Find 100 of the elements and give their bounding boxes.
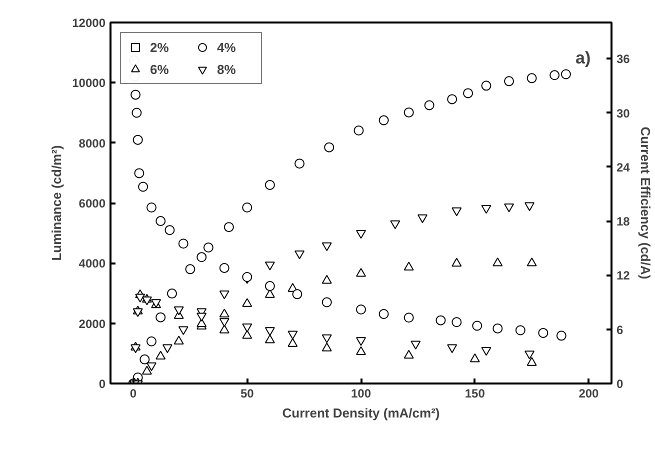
- point: [492, 257, 503, 266]
- point: [166, 288, 177, 299]
- y2-tick-label: 12: [616, 268, 630, 283]
- point: [556, 330, 566, 341]
- legend-label: 2%: [150, 40, 170, 54]
- point: [134, 168, 144, 178]
- point: [417, 214, 428, 224]
- point: [196, 312, 207, 322]
- point: [526, 73, 537, 84]
- legend-label: 4%: [217, 40, 237, 54]
- point: [264, 289, 275, 298]
- point: [524, 202, 535, 212]
- point: [526, 357, 537, 366]
- point: [264, 334, 275, 344]
- y-tick-label: 2000: [78, 316, 106, 331]
- point: [452, 207, 462, 216]
- point: [526, 257, 537, 266]
- point: [219, 262, 230, 273]
- y2-tick-label: 24: [616, 160, 630, 174]
- point: [224, 222, 234, 232]
- point: [264, 180, 275, 190]
- point: [463, 88, 474, 98]
- point: [404, 262, 414, 270]
- point: [132, 108, 142, 118]
- point: [560, 69, 571, 80]
- point: [404, 312, 414, 323]
- point: [447, 344, 458, 354]
- point: [550, 70, 560, 80]
- y2-tick-label: 0: [616, 377, 624, 391]
- point: [242, 272, 252, 282]
- point: [156, 312, 166, 322]
- y-tick-label: 6000: [78, 196, 106, 210]
- point: [219, 324, 230, 334]
- point: [219, 318, 230, 327]
- point: [378, 115, 389, 126]
- point: [356, 268, 366, 277]
- point: [356, 337, 366, 346]
- point: [132, 308, 143, 317]
- x-tick-label: 50: [240, 386, 254, 400]
- y-tick-label: 8000: [78, 136, 106, 150]
- y-tick-label: 4000: [78, 256, 106, 271]
- point: [404, 350, 414, 359]
- point: [196, 252, 207, 262]
- y-axis-title: Luminance (cd/m²): [49, 145, 64, 261]
- point: [452, 258, 462, 267]
- point: [288, 338, 298, 347]
- point: [196, 318, 207, 328]
- point: [242, 202, 252, 213]
- point: [410, 340, 421, 350]
- point: [324, 142, 334, 152]
- point: [481, 347, 492, 356]
- point: [174, 306, 184, 316]
- y-tick-label: 12000: [72, 16, 106, 30]
- point: [135, 294, 146, 303]
- point: [203, 242, 214, 253]
- point: [354, 126, 364, 136]
- point: [130, 90, 141, 100]
- point: [492, 323, 503, 334]
- point: [242, 298, 252, 307]
- point: [288, 330, 298, 340]
- x-tick-label: 150: [464, 386, 486, 400]
- point: [146, 202, 156, 213]
- point: [264, 281, 275, 292]
- point: [242, 330, 252, 339]
- point: [130, 344, 141, 354]
- point: [174, 336, 184, 344]
- point: [264, 327, 275, 336]
- point: [447, 94, 458, 104]
- point: [452, 317, 462, 328]
- point: [322, 297, 332, 308]
- point: [322, 274, 332, 284]
- point: [322, 342, 332, 352]
- point: [138, 182, 148, 192]
- point: [242, 324, 252, 332]
- point: [356, 346, 366, 356]
- y2-axis-title: Current Efficiency (cd/A): [638, 126, 653, 280]
- point: [292, 289, 302, 300]
- x-tick-label: 200: [578, 386, 600, 400]
- y2-tick-label: 18: [616, 214, 630, 229]
- point: [404, 107, 414, 118]
- point: [142, 296, 152, 306]
- x-tick-label: 100: [350, 386, 372, 400]
- point: [356, 304, 366, 314]
- point: [470, 353, 480, 362]
- point: [481, 80, 492, 91]
- point: [219, 308, 230, 318]
- point: [322, 334, 332, 344]
- x-tick-label: 0: [130, 386, 137, 400]
- legend-label: 6%: [150, 62, 170, 76]
- point: [178, 238, 188, 249]
- y2-tick-label: 30: [616, 106, 630, 120]
- y2-tick-label: 36: [616, 52, 630, 66]
- point: [156, 216, 166, 226]
- point: [436, 315, 446, 326]
- point: [524, 350, 535, 360]
- legend-label: 8%: [217, 62, 237, 76]
- point: [294, 158, 305, 169]
- point: [538, 328, 548, 338]
- point: [132, 134, 143, 145]
- point: [356, 230, 366, 239]
